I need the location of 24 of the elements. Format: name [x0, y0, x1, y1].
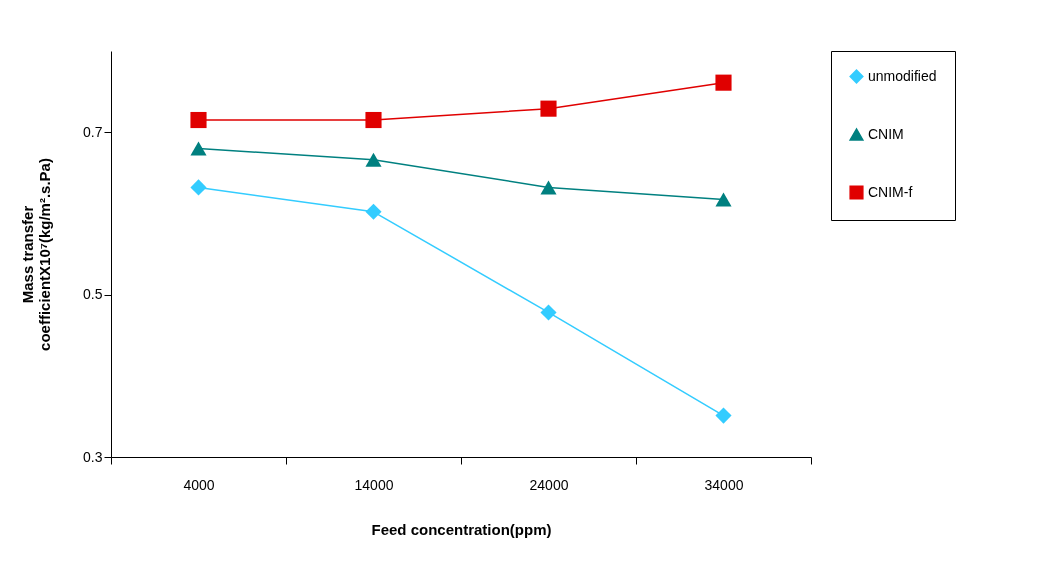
point [715, 74, 732, 91]
legend-label: unmodified [868, 67, 937, 84]
legend-label: CNIM [868, 125, 904, 142]
x-tick-label: 14000 [354, 476, 394, 493]
point [540, 180, 557, 195]
x-tick-label: 24000 [529, 476, 569, 493]
y-tick-label: 0.5 [83, 286, 103, 303]
y-tick-label: 0.3 [83, 448, 103, 465]
point [540, 100, 557, 117]
x-tick-label: 34000 [704, 476, 744, 493]
point [365, 111, 382, 129]
point [540, 304, 557, 321]
x-tick-label: 4000 [183, 476, 215, 493]
legend-label: CNIM-f [868, 183, 913, 200]
point [190, 111, 207, 129]
point [365, 203, 382, 220]
point [715, 407, 732, 424]
x-axis-title: Feed concentration(ppm) [371, 520, 552, 538]
point [715, 192, 732, 207]
point [365, 152, 382, 167]
point [190, 179, 207, 196]
y-tick-label: 0.7 [83, 123, 103, 140]
y-axis-title: Mass transfer coefficientX10⁷(kg/m².s.Pa) [19, 158, 54, 351]
point [190, 141, 207, 156]
